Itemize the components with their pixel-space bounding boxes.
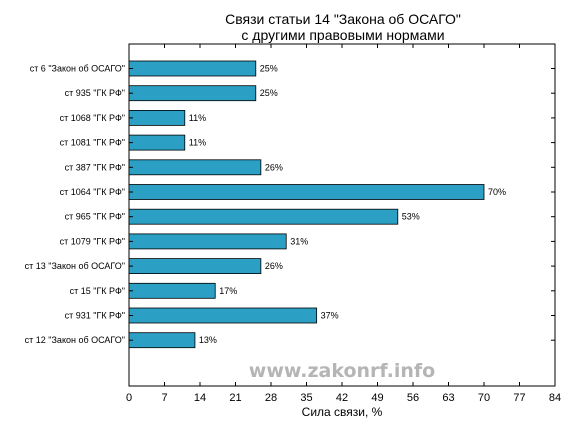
data-label: 25% <box>260 64 278 74</box>
y-tick-label: ст 6 "Закон об ОСАГО" <box>30 64 125 74</box>
data-label: 17% <box>219 286 237 296</box>
y-tick-label: ст 12 "Закон об ОСАГО" <box>25 335 125 345</box>
data-label: 11% <box>189 138 206 148</box>
bar <box>128 258 262 275</box>
x-axis-ticks: 0 7 14 21 28 35 42 49 56 63 70 77 84 <box>126 44 561 404</box>
data-label: 25% <box>260 88 278 98</box>
bar <box>128 134 186 151</box>
y-tick-label: ст 1081 "ГК РФ" <box>60 138 125 148</box>
x-tick-label: 56 <box>407 392 419 404</box>
x-tick-label: 77 <box>513 392 525 404</box>
x-tick-label: 0 <box>126 392 132 404</box>
x-tick-label: 21 <box>229 392 241 404</box>
watermark-text: www.zakonrf.info <box>249 360 435 382</box>
x-tick-label: 70 <box>478 392 490 404</box>
y-tick-label: ст 387 "ГК РФ" <box>65 162 125 172</box>
x-tick-label: 35 <box>300 392 312 404</box>
x-tick-label: 14 <box>194 392 206 404</box>
data-label: 26% <box>265 162 283 172</box>
bar <box>128 110 186 126</box>
bar <box>128 282 216 299</box>
x-tick-label: 49 <box>371 392 383 404</box>
x-tick-label: 7 <box>161 392 167 404</box>
data-label: 31% <box>290 236 308 246</box>
data-label: 53% <box>402 212 420 222</box>
bar <box>128 85 257 102</box>
bar <box>128 184 485 200</box>
y-tick-label: ст 1068 "ГК РФ" <box>60 113 125 123</box>
bar <box>128 332 196 349</box>
bar <box>128 208 399 225</box>
data-label: 26% <box>265 261 283 271</box>
y-tick-label: ст 1079 "ГК РФ" <box>60 236 125 246</box>
chart-title-line-2: с другими правовыми нормами <box>241 27 444 43</box>
y-tick-label: ст 965 "ГК РФ" <box>65 212 125 222</box>
y-tick-label: ст 935 "ГК РФ" <box>65 88 125 98</box>
y-tick-label: ст 931 "ГК РФ" <box>65 311 125 321</box>
bar <box>128 307 318 324</box>
x-tick-label: 84 <box>549 392 561 404</box>
data-label: 37% <box>321 311 339 321</box>
x-tick-label: 28 <box>265 392 277 404</box>
y-axis-ticks: ст 6 "Закон об ОСАГО" ст 935 "ГК РФ" ст 10… <box>25 64 555 345</box>
data-label: 13% <box>199 335 217 345</box>
bar <box>128 233 287 250</box>
bar <box>128 159 262 176</box>
y-tick-label: ст 15 "ГК РФ" <box>70 286 125 296</box>
y-tick-label: ст 13 "Закон об ОСАГО" <box>25 261 125 271</box>
x-tick-label: 63 <box>442 392 454 404</box>
chart-title-line-1: Связи статьи 14 "Закона об ОСАГО" <box>225 11 461 27</box>
bars-group: 25% 25% 11% 11% 26% 70% 53% 31% 26% 17% 37% 13% <box>128 60 506 349</box>
y-tick-label: ст 1064 "ГК РФ" <box>60 187 125 197</box>
data-label: 70% <box>488 187 506 197</box>
data-label: 11% <box>189 113 206 123</box>
bar <box>128 60 257 77</box>
x-tick-label: 42 <box>336 392 348 404</box>
x-axis-label: Сила связи, % <box>302 405 383 419</box>
